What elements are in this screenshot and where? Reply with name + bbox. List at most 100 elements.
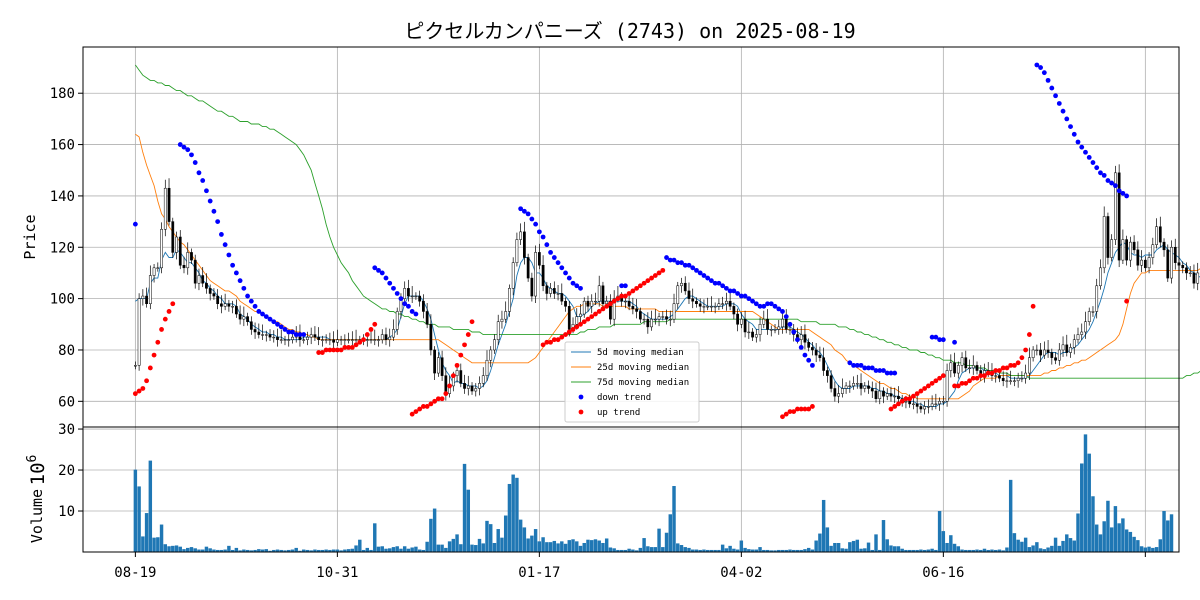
- volume-bar: [1117, 523, 1121, 552]
- down-trend-dot: [189, 152, 194, 158]
- candle-body: [725, 300, 728, 305]
- candle-body: [459, 370, 463, 384]
- volume-bar: [878, 549, 882, 552]
- down-trend-dot: [237, 278, 243, 284]
- volume-bar: [1012, 533, 1017, 552]
- candle-body: [1069, 347, 1072, 353]
- candle-body: [321, 339, 324, 341]
- candle-body: [732, 306, 736, 315]
- volume-bar: [148, 460, 153, 552]
- down-trend-dot: [1034, 62, 1040, 68]
- candle-body: [526, 257, 530, 279]
- volume-bar: [178, 546, 182, 552]
- down-trend-dot: [293, 332, 299, 337]
- up-trend-dot: [963, 380, 969, 386]
- down-trend-dot: [1068, 124, 1073, 129]
- volume-bar: [967, 549, 972, 552]
- candle-body: [309, 334, 313, 338]
- candle-body: [407, 288, 410, 297]
- candle-body: [1039, 349, 1042, 356]
- down-trend-dot: [862, 365, 868, 371]
- up-trend-dot: [1012, 362, 1017, 368]
- volume-bar: [200, 549, 205, 552]
- down-trend-dot: [772, 303, 778, 309]
- up-trend-dot: [630, 288, 636, 294]
- down-trend-dot: [563, 270, 568, 276]
- down-trend-dot: [1109, 180, 1115, 186]
- volume-bar: [631, 549, 635, 552]
- volume-bar: [174, 545, 179, 552]
- up-trend-dot: [447, 383, 452, 389]
- candle-body: [1117, 172, 1121, 261]
- legend-label: 5d moving median: [597, 348, 684, 358]
- volume-bar: [234, 547, 239, 552]
- down-trend-dot: [185, 147, 191, 153]
- candle-body: [971, 365, 975, 369]
- volume-bar: [937, 511, 942, 552]
- up-trend-dot: [357, 339, 363, 345]
- candle-body: [840, 388, 844, 394]
- candle-body: [1065, 344, 1069, 353]
- candle-body: [582, 300, 586, 315]
- volume-bar: [455, 534, 459, 552]
- down-trend-dot: [776, 306, 782, 312]
- volume-bar: [863, 548, 867, 552]
- candle-body: [874, 390, 878, 400]
- candle-body: [317, 336, 321, 340]
- up-trend-dot: [997, 368, 1002, 373]
- volume-bar: [264, 549, 269, 552]
- up-trend-dot: [327, 347, 333, 353]
- volume-bar: [1050, 545, 1054, 552]
- volume-bar: [720, 544, 725, 552]
- down-trend-dot: [233, 270, 239, 276]
- candle-body: [384, 334, 388, 340]
- volume-bar: [290, 549, 295, 552]
- candle-body: [556, 293, 560, 295]
- candle-body: [878, 390, 882, 400]
- candle-body: [246, 316, 249, 322]
- volume-bar: [941, 531, 946, 552]
- volume-scale-label: 106: [25, 455, 49, 486]
- volume-bar: [481, 543, 485, 552]
- volume-bar: [268, 550, 272, 552]
- volume-bar: [395, 546, 399, 552]
- candle-body: [1147, 257, 1151, 269]
- volume-bar: [208, 548, 212, 552]
- down-trend-dot: [245, 293, 250, 299]
- volume-bar: [728, 545, 732, 552]
- down-trend-dot: [701, 273, 707, 278]
- volume-bar: [249, 550, 254, 552]
- volume-bar: [679, 545, 684, 552]
- up-trend-dot: [465, 332, 471, 337]
- volume-bar: [515, 477, 519, 552]
- volume-bar: [690, 549, 695, 552]
- volume-bar: [896, 546, 901, 552]
- volume-bar: [1128, 531, 1133, 552]
- candle-body: [1028, 357, 1031, 374]
- down-trend-dot: [884, 370, 890, 376]
- down-trend-dot: [391, 285, 396, 291]
- candle-body: [313, 334, 317, 338]
- up-trend-dot: [548, 339, 553, 345]
- candle-body: [141, 295, 145, 299]
- down-trend-dot: [1120, 190, 1126, 196]
- volume-bar: [889, 545, 893, 552]
- volume-bar: [1106, 500, 1110, 552]
- volume-bar: [979, 549, 983, 552]
- candle-body: [777, 326, 781, 330]
- down-trend-dot: [383, 275, 389, 281]
- up-trend-dot: [469, 319, 475, 325]
- volume-bar: [784, 549, 788, 552]
- up-trend-dot: [810, 404, 815, 409]
- volume-bar: [346, 549, 351, 552]
- candle-body: [844, 385, 848, 389]
- candle-body: [1087, 311, 1091, 322]
- price-y-tick-label: 80: [58, 343, 75, 359]
- legend-box: [564, 341, 700, 423]
- candle-body: [867, 385, 870, 389]
- volume-bar: [735, 549, 740, 552]
- down-trend-dot: [548, 250, 553, 255]
- candle-body: [721, 303, 725, 305]
- candle-body: [354, 339, 358, 341]
- volume-bar: [833, 542, 837, 552]
